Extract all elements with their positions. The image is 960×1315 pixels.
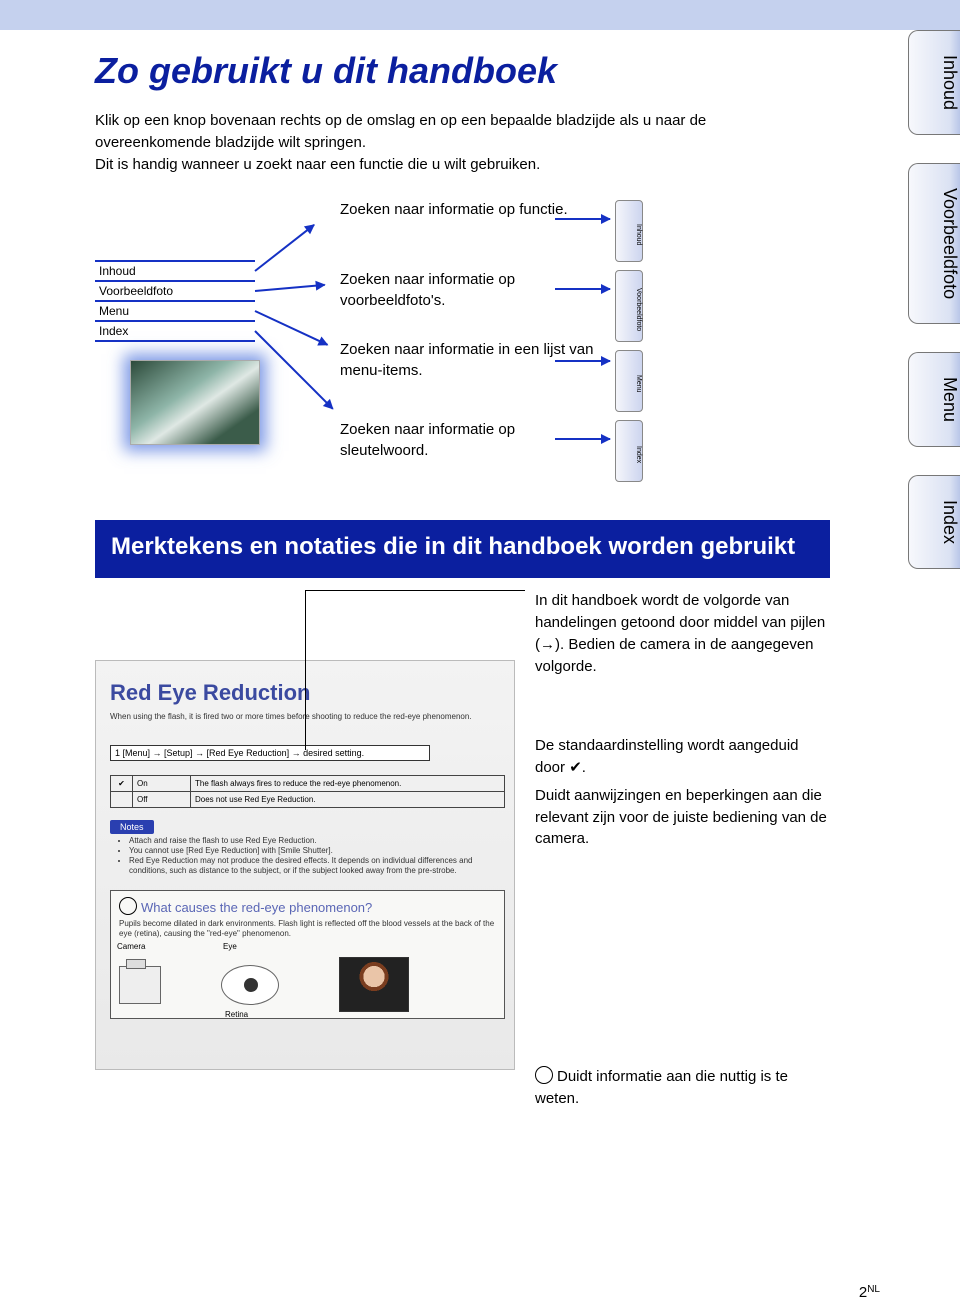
note-default: De standaardinstelling wordt aangeduid d… — [535, 735, 830, 779]
section-heading: Merktekens en notaties die in dit handbo… — [95, 520, 830, 578]
table-name: Off — [133, 792, 191, 807]
diagram: Inhoud Voorbeeldfoto Menu Index Zoeken n… — [95, 200, 830, 520]
page-lang: NL — [867, 1284, 880, 1295]
shot-note-bullet: Red Eye Reduction may not produce the de… — [129, 856, 502, 876]
shot-title: Red Eye Reduction — [110, 680, 310, 706]
tab-voorbeeldfoto[interactable]: Voorbeeldfoto — [908, 163, 960, 324]
eye-icon — [221, 965, 279, 1005]
connector-line — [555, 360, 610, 362]
mini-tab-inhoud: Inhoud — [615, 200, 643, 262]
shot-step-box: 1 [Menu] → [Setup] → [Red Eye Reduction]… — [110, 745, 430, 761]
shot-note-bullet: Attach and raise the flash to use Red Ey… — [129, 836, 502, 846]
connector-line — [555, 438, 610, 440]
tipbox: What causes the red-eye phenomenon? Pupi… — [110, 890, 505, 1019]
example-screenshot: Red Eye Reduction When using the flash, … — [95, 590, 515, 1115]
toc-item-inhoud: Inhoud — [95, 262, 255, 282]
right-tabs: Inhoud Voorbeeldfoto Menu Index — [908, 30, 960, 597]
sample-photo-thumbnail — [130, 360, 260, 445]
toc-list: Inhoud Voorbeeldfoto Menu Index — [95, 260, 255, 342]
search-sleutelwoord: Zoeken naar informatie op sleutelwoord. — [340, 420, 600, 461]
right-notes: In dit handboek wordt de volgorde van ha… — [535, 590, 830, 1115]
check-icon: ✔ — [569, 759, 582, 776]
table-desc: Does not use Red Eye Reduction. — [191, 792, 504, 807]
shot-table: ✔ On The flash always fires to reduce th… — [110, 775, 505, 808]
notes-badge: Notes — [110, 820, 154, 834]
mini-tab-voorbeeldfoto: Voorbeeldfoto — [615, 270, 643, 342]
arrow-line — [255, 284, 325, 292]
retina-label: Retina — [225, 1010, 248, 1019]
mini-tab-index: Index — [615, 420, 643, 482]
search-functie: Zoeken naar informatie op functie. — [340, 200, 568, 220]
table-mark — [111, 792, 133, 807]
search-voorbeeldfoto: Zoeken naar informatie op voorbeeldfoto'… — [340, 270, 600, 311]
page-title: Zo gebruikt u dit handboek — [95, 50, 830, 92]
tab-menu[interactable]: Menu — [908, 352, 960, 447]
page-number: 2 — [859, 1284, 867, 1301]
table-name: On — [133, 776, 191, 791]
note-tip: Duidt informatie aan die nuttig is te we… — [535, 1066, 830, 1110]
arrow-line — [254, 224, 314, 272]
camera-icon — [119, 966, 161, 1004]
callout-line — [305, 590, 306, 750]
callout-line — [305, 590, 525, 591]
page-footer: 2NL — [859, 1284, 880, 1301]
tab-index[interactable]: Index — [908, 475, 960, 569]
toc-item-index: Index — [95, 322, 255, 342]
intro-text: Klik op een knop bovenaan rechts op de o… — [95, 110, 735, 175]
tipbox-body: Pupils become dilated in dark environmen… — [119, 919, 496, 939]
shot-note-bullet: You cannot use [Red Eye Reduction] with … — [129, 846, 502, 856]
mini-tab-menu: Menu — [615, 350, 643, 412]
mini-tabs: Inhoud Voorbeeldfoto Menu Index — [615, 200, 643, 490]
connector-line — [555, 218, 610, 220]
tip-icon — [119, 900, 141, 915]
tipbox-title: What causes the red-eye phenomenon? — [141, 900, 372, 915]
toc-item-voorbeeldfoto: Voorbeeldfoto — [95, 282, 255, 302]
toc-item-menu: Menu — [95, 302, 255, 322]
eye-label: Eye — [223, 942, 237, 951]
tip-icon — [535, 1068, 557, 1085]
person-photo — [339, 957, 409, 1012]
connector-line — [555, 288, 610, 290]
top-bar — [0, 0, 960, 30]
note-warnings: Duidt aanwijzingen en beperkingen aan di… — [535, 785, 830, 850]
table-desc: The flash always fires to reduce the red… — [191, 776, 504, 791]
note-arrows: In dit handboek wordt de volgorde van ha… — [535, 590, 830, 677]
tab-inhoud[interactable]: Inhoud — [908, 30, 960, 135]
camera-label: Camera — [117, 942, 145, 951]
table-mark: ✔ — [111, 776, 133, 791]
